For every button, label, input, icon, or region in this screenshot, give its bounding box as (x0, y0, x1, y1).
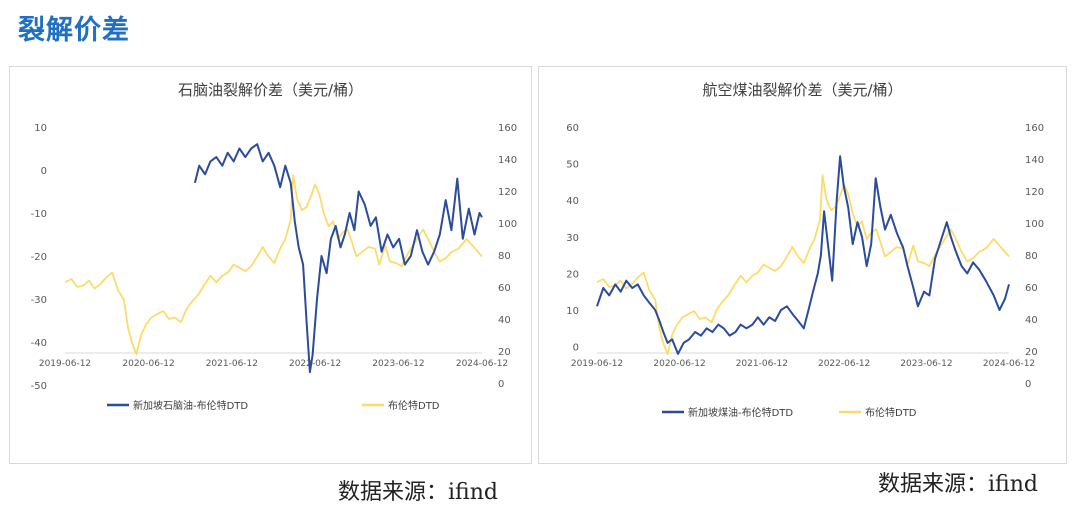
y-right-tick-label: 80 (498, 251, 511, 262)
y-left-tick-label: 10 (34, 123, 47, 134)
y-right-tick-label: 120 (1025, 187, 1044, 198)
y-left-tick-label: 0 (41, 166, 47, 177)
y-right-tick-label: 60 (498, 283, 511, 294)
y-right-tick-label: 40 (1025, 315, 1038, 326)
y-left-tick-label: 30 (566, 233, 579, 244)
series-line-spread (596, 155, 1010, 355)
y-right-tick-label: 40 (498, 315, 511, 326)
x-tick-label: 2019-06-12 (571, 359, 623, 369)
legend-label-brent: 布伦特DTD (865, 406, 917, 419)
y-left-tick-label: 0 (573, 343, 579, 354)
y-left-tick-label: -50 (31, 381, 47, 392)
x-tick-label: 2024-06-12 (456, 359, 508, 369)
chart-title: 航空煤油裂解价差（美元/桶） (702, 81, 902, 99)
data-source-right: 数据来源：ifind (878, 472, 1038, 497)
series-line-spread (193, 143, 483, 374)
y-right-tick-label: 20 (498, 347, 511, 358)
naphtha-crack-chart: 石脑油裂解价差（美元/桶）100-10-20-30-40-50160140120… (31, 81, 517, 412)
y-left-tick-label: 10 (566, 306, 579, 317)
jet-fuel-crack-chart-panel: 航空煤油裂解价差（美元/桶） 60 50 40 30 20 10 0 160 140 120 100 8… (538, 66, 1067, 464)
x-tick-label: 2020-06-12 (653, 359, 705, 369)
y-right-tick-label: 0 (1025, 379, 1031, 390)
series-line-brent (64, 174, 483, 356)
y-right-tick-label: 160 (498, 123, 517, 134)
legend-label-brent: 布伦特DTD (388, 399, 440, 412)
y-left-tick-label: -10 (31, 209, 47, 220)
y-left-tick-label: -40 (31, 338, 47, 349)
x-tick-label: 2021-06-12 (206, 359, 258, 369)
y-right-tick-label: 160 (1025, 123, 1044, 134)
x-tick-label: 2023-06-12 (372, 359, 424, 369)
legend-label-spread: 新加坡石脑油-布伦特DTD (133, 399, 248, 412)
x-tick-label: 2019-06-12 (39, 359, 91, 369)
y-right-tick-label: 80 (1025, 251, 1038, 262)
y-right-tick-label: 20 (1025, 347, 1038, 358)
y-right-tick-label: 100 (1025, 219, 1044, 230)
x-tick-label: 2022-06-12 (818, 359, 870, 369)
x-tick-label: 2022-06-12 (289, 359, 341, 369)
y-left-tick-label: 20 (566, 269, 579, 280)
page-title: 裂解价差 (18, 15, 130, 46)
x-tick-label: 2021-06-12 (736, 359, 788, 369)
jet-fuel-crack-chart: 航空煤油裂解价差（美元/桶）60504030201001601401201008… (566, 81, 1044, 419)
y-right-tick-label: 0 (498, 379, 504, 390)
y-right-tick-label: 140 (498, 155, 517, 166)
x-tick-label: 2020-06-12 (122, 359, 174, 369)
y-right-tick-label: 100 (498, 219, 517, 230)
x-tick-label: 2024-06-12 (983, 359, 1035, 369)
chart-title: 石脑油裂解价差（美元/桶） (178, 81, 363, 99)
y-left-tick-label: 50 (566, 160, 579, 171)
naphtha-crack-chart-panel: 石脑油裂解价差（美元/桶） 10 0 -10 -20 -30 -40 -50 160 140 120… (9, 66, 532, 464)
x-tick-label: 2023-06-12 (900, 359, 952, 369)
y-left-tick-label: -20 (31, 252, 47, 263)
y-right-tick-label: 120 (498, 187, 517, 198)
data-source-left: 数据来源：ifind (338, 480, 498, 505)
legend-label-spread: 新加坡煤油-布伦特DTD (688, 406, 793, 419)
y-left-tick-label: 40 (566, 196, 579, 207)
y-left-tick-label: -30 (31, 295, 47, 306)
y-left-tick-label: 60 (566, 123, 579, 134)
y-right-tick-label: 140 (1025, 155, 1044, 166)
y-right-tick-label: 60 (1025, 283, 1038, 294)
